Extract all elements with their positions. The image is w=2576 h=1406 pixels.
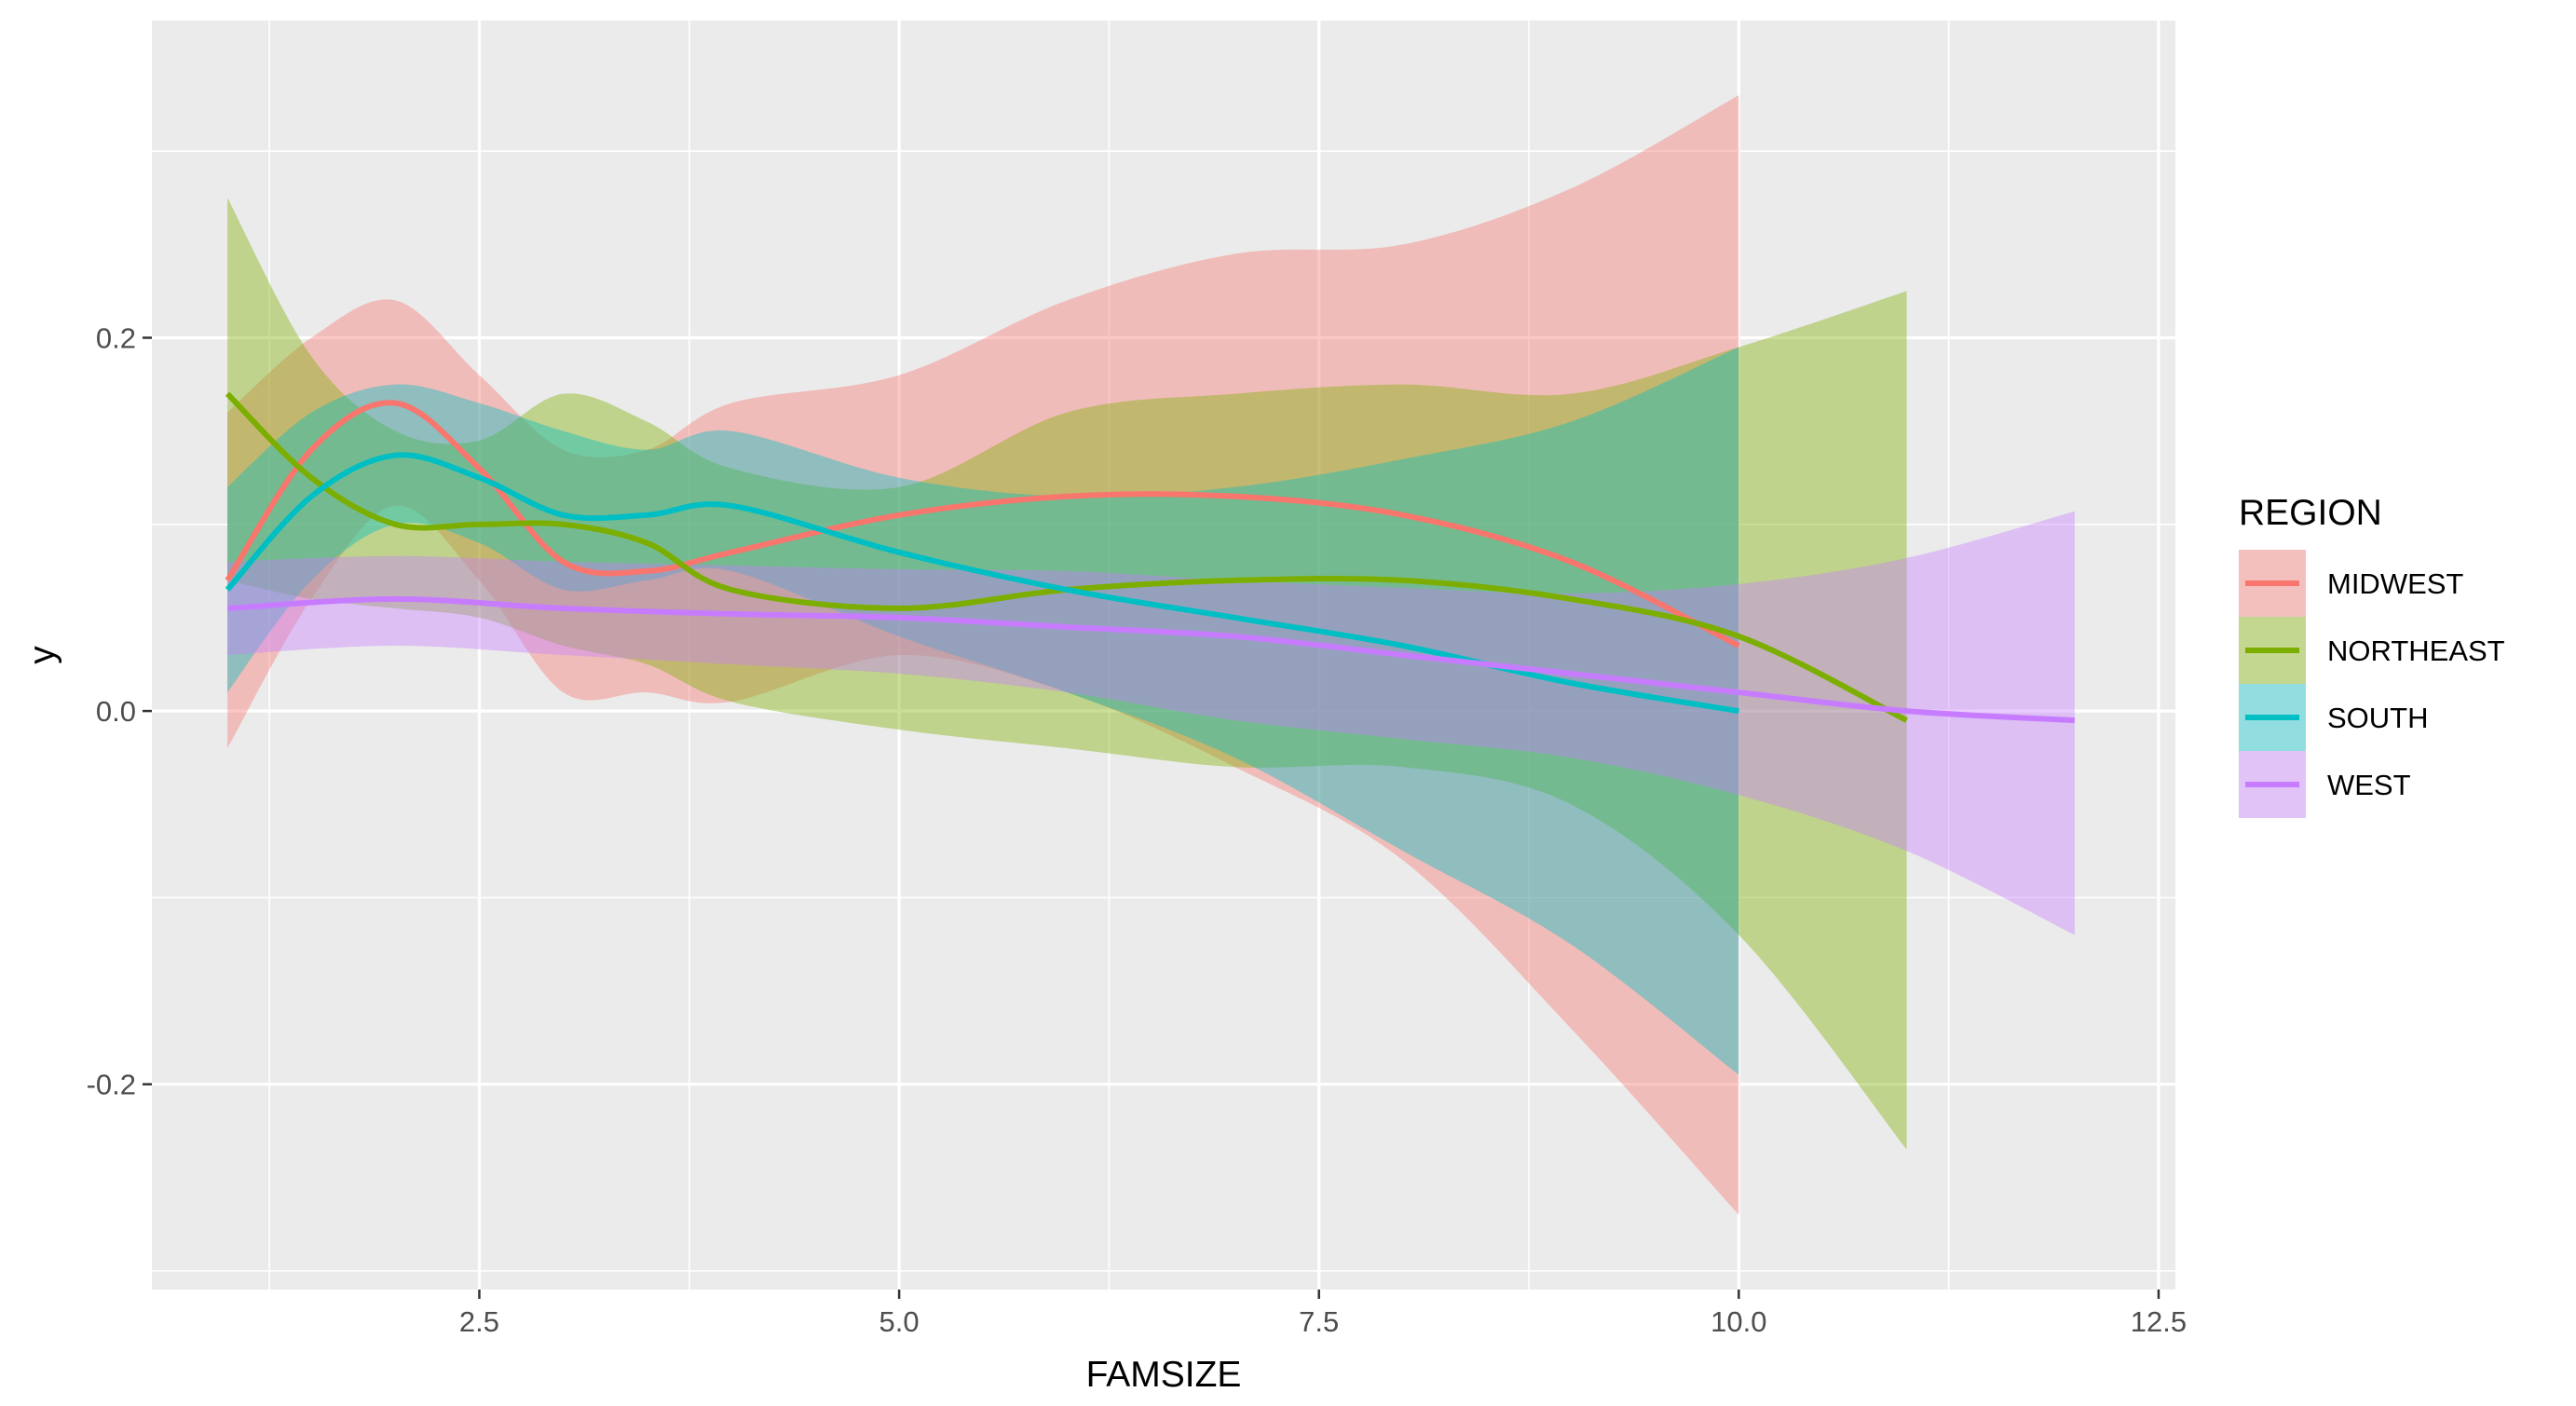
y-tick-label: 0.0 bbox=[96, 695, 136, 728]
y-axis-title: y bbox=[22, 646, 62, 664]
x-axis-ticks: 2.5 5.0 7.5 10.0 12.5 bbox=[459, 1290, 2187, 1338]
y-tick-label: -0.2 bbox=[87, 1069, 136, 1101]
x-tick-label: 10.0 bbox=[1711, 1305, 1766, 1338]
x-tick-label: 12.5 bbox=[2131, 1305, 2187, 1338]
legend-title: REGION bbox=[2239, 493, 2382, 533]
ribbon-west bbox=[227, 511, 2075, 935]
x-tick-label: 2.5 bbox=[459, 1305, 499, 1338]
x-tick-label: 5.0 bbox=[879, 1305, 920, 1338]
legend-label-south: SOUTH bbox=[2327, 702, 2429, 734]
y-axis-ticks: -0.2 0.0 0.2 bbox=[87, 322, 152, 1101]
panel-background bbox=[152, 20, 2175, 1290]
ribbon-northeast bbox=[227, 198, 1907, 1150]
line-northeast bbox=[225, 391, 1908, 723]
legend: REGION MIDWEST NORTHEAST SOUTH WEST bbox=[2239, 493, 2505, 818]
legend-label-west: WEST bbox=[2327, 769, 2411, 801]
y-tick-label: 0.2 bbox=[96, 322, 136, 355]
line-south bbox=[225, 452, 1739, 715]
grid-major bbox=[152, 20, 2175, 1290]
legend-label-northeast: NORTHEAST bbox=[2327, 635, 2505, 667]
series-lines bbox=[225, 391, 2076, 724]
x-axis-title: FAMSIZE bbox=[1086, 1355, 1242, 1395]
ribbon-midwest bbox=[227, 95, 1739, 1215]
legend-label-midwest: MIDWEST bbox=[2327, 567, 2463, 600]
line-west bbox=[226, 595, 2076, 724]
x-tick-label: 7.5 bbox=[1299, 1305, 1339, 1338]
